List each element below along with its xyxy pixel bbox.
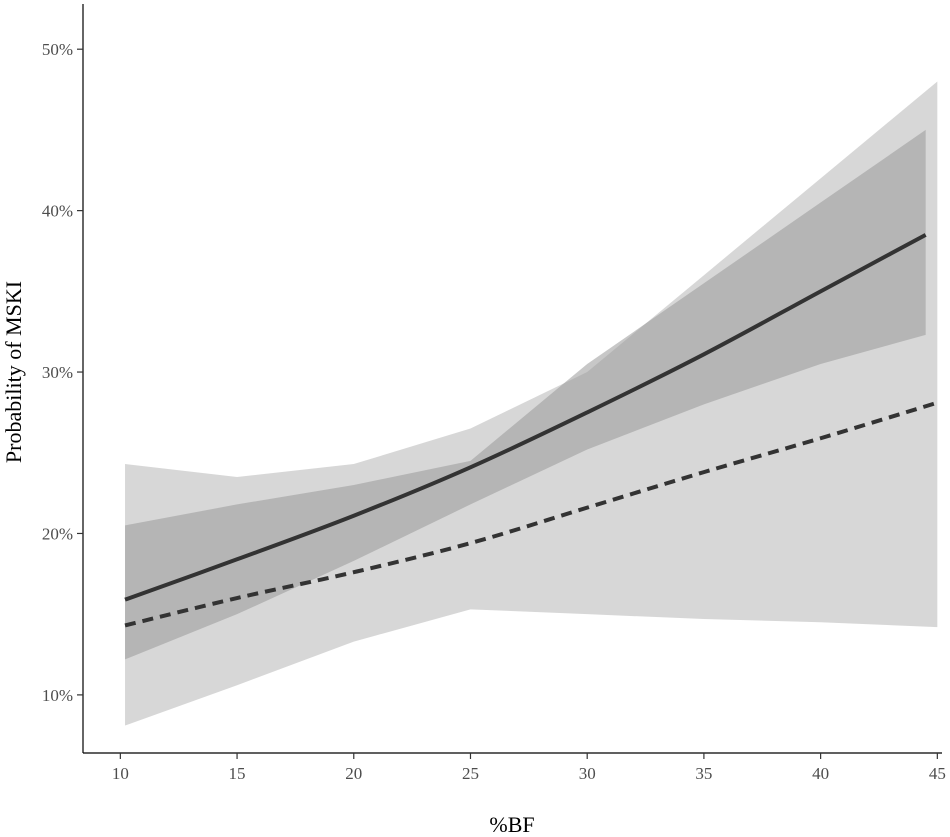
y-tick-label: 10%: [42, 686, 73, 705]
x-tick-label: 40: [812, 764, 829, 783]
series-line-dashed: [124, 400, 938, 628]
x-tick-label: 35: [695, 764, 712, 783]
y-axis-title: Probability of MSKI: [1, 281, 26, 463]
x-tick-label: 15: [229, 764, 246, 783]
y-tick-label: 30%: [42, 363, 73, 382]
x-tick-label: 45: [929, 764, 946, 783]
x-tick-label: 25: [462, 764, 479, 783]
x-tick-label: 10: [112, 764, 129, 783]
series-lines: [124, 233, 938, 628]
x-tick-label: 30: [579, 764, 596, 783]
confidence-bands: [125, 81, 938, 726]
x-tick-label: 20: [345, 764, 362, 783]
confidence-band-dashed: [125, 81, 938, 726]
y-tick-label: 50%: [42, 40, 73, 59]
y-tick-label: 20%: [42, 524, 73, 543]
series-line-solid: [124, 233, 927, 602]
y-axis-ticks: 10% 20% 30% 40% 50%: [42, 40, 83, 705]
y-tick-label: 40%: [42, 202, 73, 221]
x-axis-ticks: 10 15 20 25 30 35 40 45: [112, 753, 946, 783]
x-axis-title: %BF: [489, 812, 534, 837]
